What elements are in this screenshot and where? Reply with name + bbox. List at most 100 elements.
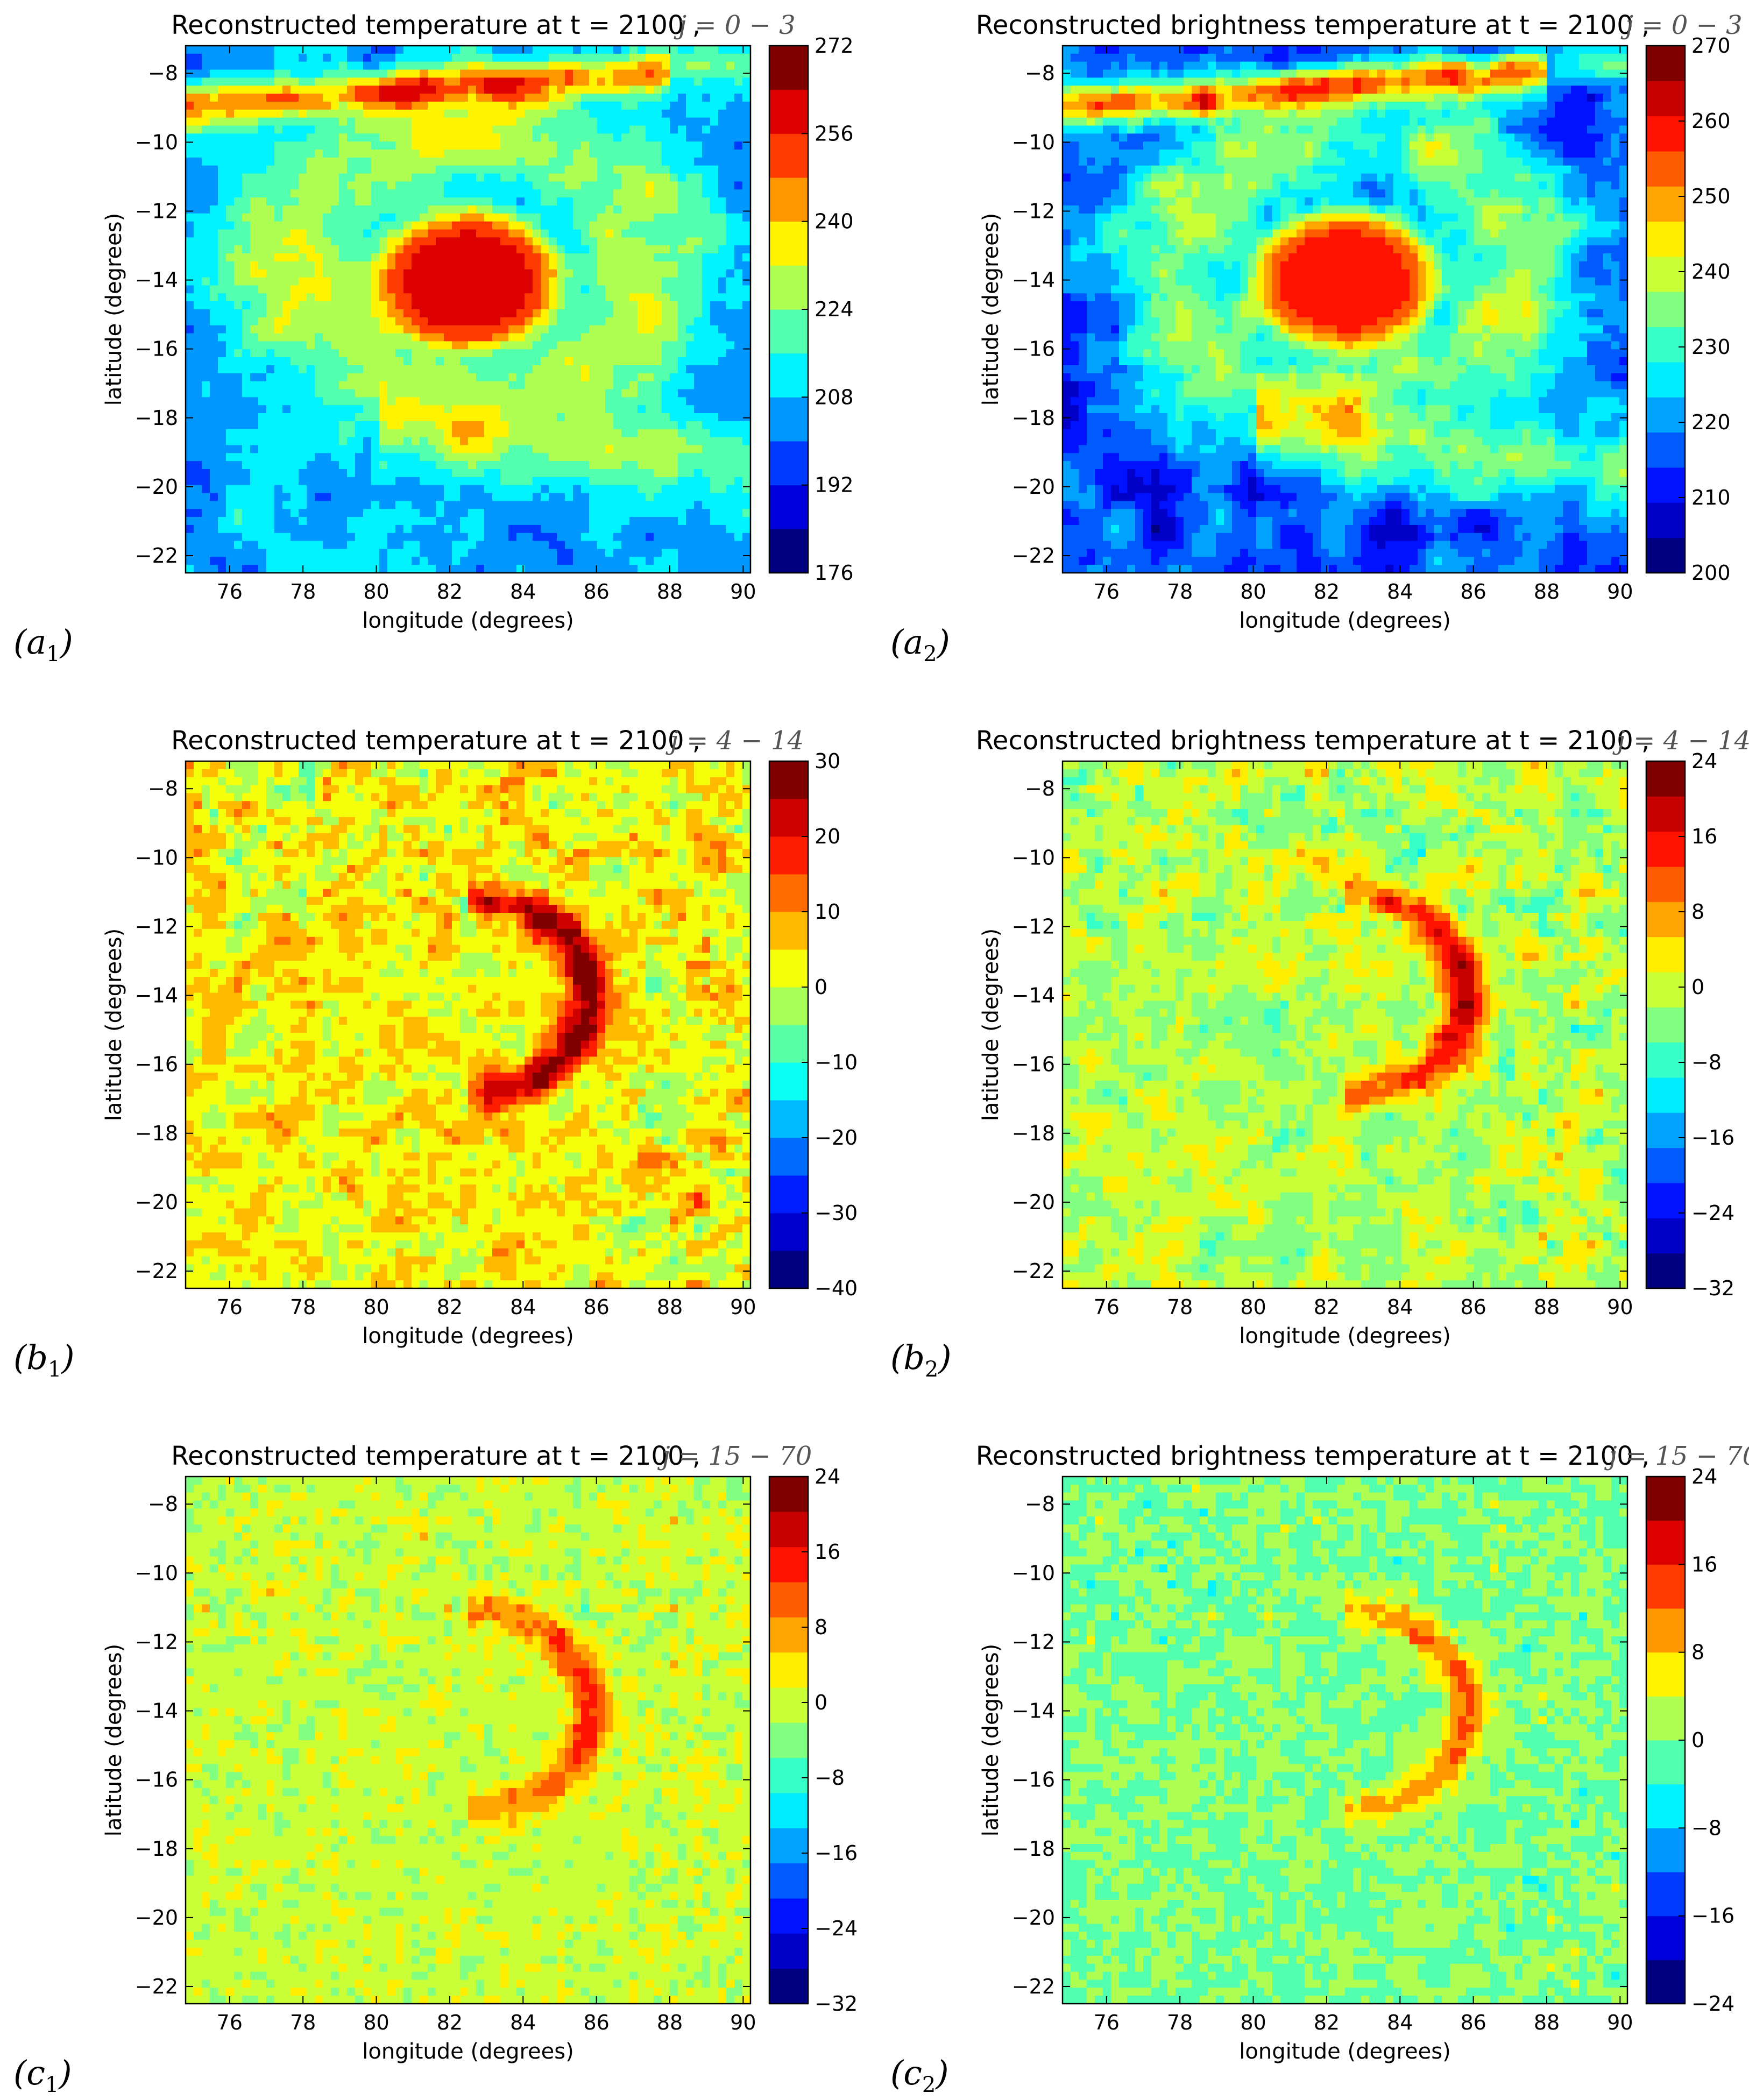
- heatmap-cell: [726, 413, 735, 421]
- heatmap-cell: [516, 54, 525, 62]
- heatmap-cell: [1087, 125, 1095, 133]
- heatmap-cell: [597, 174, 606, 182]
- heatmap-cell: [670, 133, 678, 141]
- heatmap-cell: [428, 197, 436, 205]
- heatmap-cell: [242, 301, 251, 309]
- heatmap-cell: [686, 293, 695, 301]
- heatmap-cell: [242, 509, 251, 517]
- heatmap-cell: [629, 461, 638, 469]
- heatmap-cell: [662, 141, 670, 150]
- heatmap-cell: [742, 509, 751, 517]
- heatmap-cell: [670, 237, 678, 245]
- heatmap-cell: [500, 349, 509, 357]
- heatmap-cell: [186, 174, 194, 182]
- heatmap-cell: [363, 389, 372, 397]
- heatmap-cell: [323, 110, 331, 118]
- heatmap-cell: [371, 77, 380, 86]
- heatmap-cell: [258, 429, 267, 437]
- heatmap-cell: [476, 469, 485, 477]
- heatmap-cell: [613, 245, 622, 253]
- heatmap-cell: [1079, 325, 1087, 334]
- heatmap-cell: [258, 469, 267, 477]
- heatmap-cell: [1079, 269, 1087, 278]
- heatmap-cell: [1079, 525, 1087, 533]
- heatmap-cell: [412, 110, 420, 118]
- heatmap-cell: [315, 205, 323, 214]
- heatmap-cell: [541, 118, 549, 126]
- heatmap-cell: [476, 94, 485, 102]
- heatmap-cell: [1087, 253, 1095, 261]
- heatmap-cell: [492, 477, 501, 485]
- heatmap-cell: [500, 269, 509, 278]
- heatmap-cell: [533, 549, 541, 557]
- heatmap-cell: [226, 325, 235, 334]
- heatmap-cell: [726, 469, 735, 477]
- heatmap-cell: [436, 525, 444, 533]
- heatmap-cell: [274, 166, 283, 174]
- heatmap-cell: [355, 174, 364, 182]
- heatmap-cell: [557, 469, 565, 477]
- heatmap-cell: [347, 269, 356, 278]
- heatmap-cell: [347, 477, 356, 485]
- heatmap-cell: [597, 357, 606, 365]
- heatmap-cell: [355, 150, 364, 158]
- heatmap-cell: [694, 158, 703, 166]
- heatmap-cell: [605, 334, 614, 342]
- heatmap-cell: [444, 349, 452, 357]
- heatmap-cell: [387, 118, 396, 126]
- heatmap-cell: [638, 485, 646, 493]
- heatmap-cell: [541, 189, 549, 197]
- heatmap-cell: [662, 341, 670, 349]
- heatmap-cell: [516, 373, 525, 381]
- heatmap-cell: [331, 133, 339, 141]
- heatmap-cell: [694, 341, 703, 349]
- heatmap-cell: [436, 133, 444, 141]
- heatmap-cell: [1079, 102, 1087, 110]
- heatmap-cell: [638, 309, 646, 317]
- heatmap-cell: [331, 285, 339, 293]
- heatmap-cell: [605, 261, 614, 269]
- heatmap-cell: [549, 421, 557, 429]
- heatmap-cell: [347, 501, 356, 509]
- heatmap-cell: [452, 533, 461, 541]
- heatmap-cell: [508, 349, 517, 357]
- heatmap-cell: [581, 133, 590, 141]
- heatmap-cell: [557, 437, 565, 445]
- heatmap-cell: [621, 413, 630, 421]
- heatmap-cell: [484, 230, 493, 238]
- heatmap-cell: [234, 461, 243, 469]
- heatmap-cell: [226, 285, 235, 293]
- heatmap-cell: [549, 325, 557, 334]
- heatmap-cell: [621, 174, 630, 182]
- panel-a1-title: Reconstructed temperature at t = 2100 ,: [171, 10, 700, 40]
- heatmap-cell: [403, 525, 412, 533]
- heatmap-cell: [395, 565, 404, 573]
- heatmap-cell: [299, 461, 307, 469]
- heatmap-cell: [274, 245, 283, 253]
- heatmap-cell: [646, 533, 654, 541]
- heatmap-cell: [605, 174, 614, 182]
- heatmap-cell: [403, 325, 412, 334]
- heatmap-cell: [734, 493, 743, 501]
- heatmap-cell: [718, 453, 727, 461]
- heatmap-cell: [274, 237, 283, 245]
- heatmap-cell: [694, 453, 703, 461]
- heatmap-cell: [194, 317, 202, 325]
- heatmap-cell: [218, 133, 226, 141]
- heatmap-cell: [363, 86, 372, 94]
- heatmap-cell: [395, 293, 404, 301]
- heatmap-cell: [476, 485, 485, 493]
- heatmap-cell: [1063, 493, 1071, 501]
- heatmap-cell: [597, 557, 606, 565]
- heatmap-cell: [533, 70, 541, 78]
- heatmap-cell: [581, 557, 590, 565]
- heatmap-cell: [718, 285, 727, 293]
- heatmap-cell: [605, 405, 614, 413]
- heatmap-cell: [218, 437, 226, 445]
- heatmap-cell: [444, 325, 452, 334]
- heatmap-cell: [476, 46, 485, 54]
- heatmap-cell: [266, 278, 275, 286]
- heatmap-cell: [428, 269, 436, 278]
- heatmap-cell: [492, 341, 501, 349]
- heatmap-cell: [371, 469, 380, 477]
